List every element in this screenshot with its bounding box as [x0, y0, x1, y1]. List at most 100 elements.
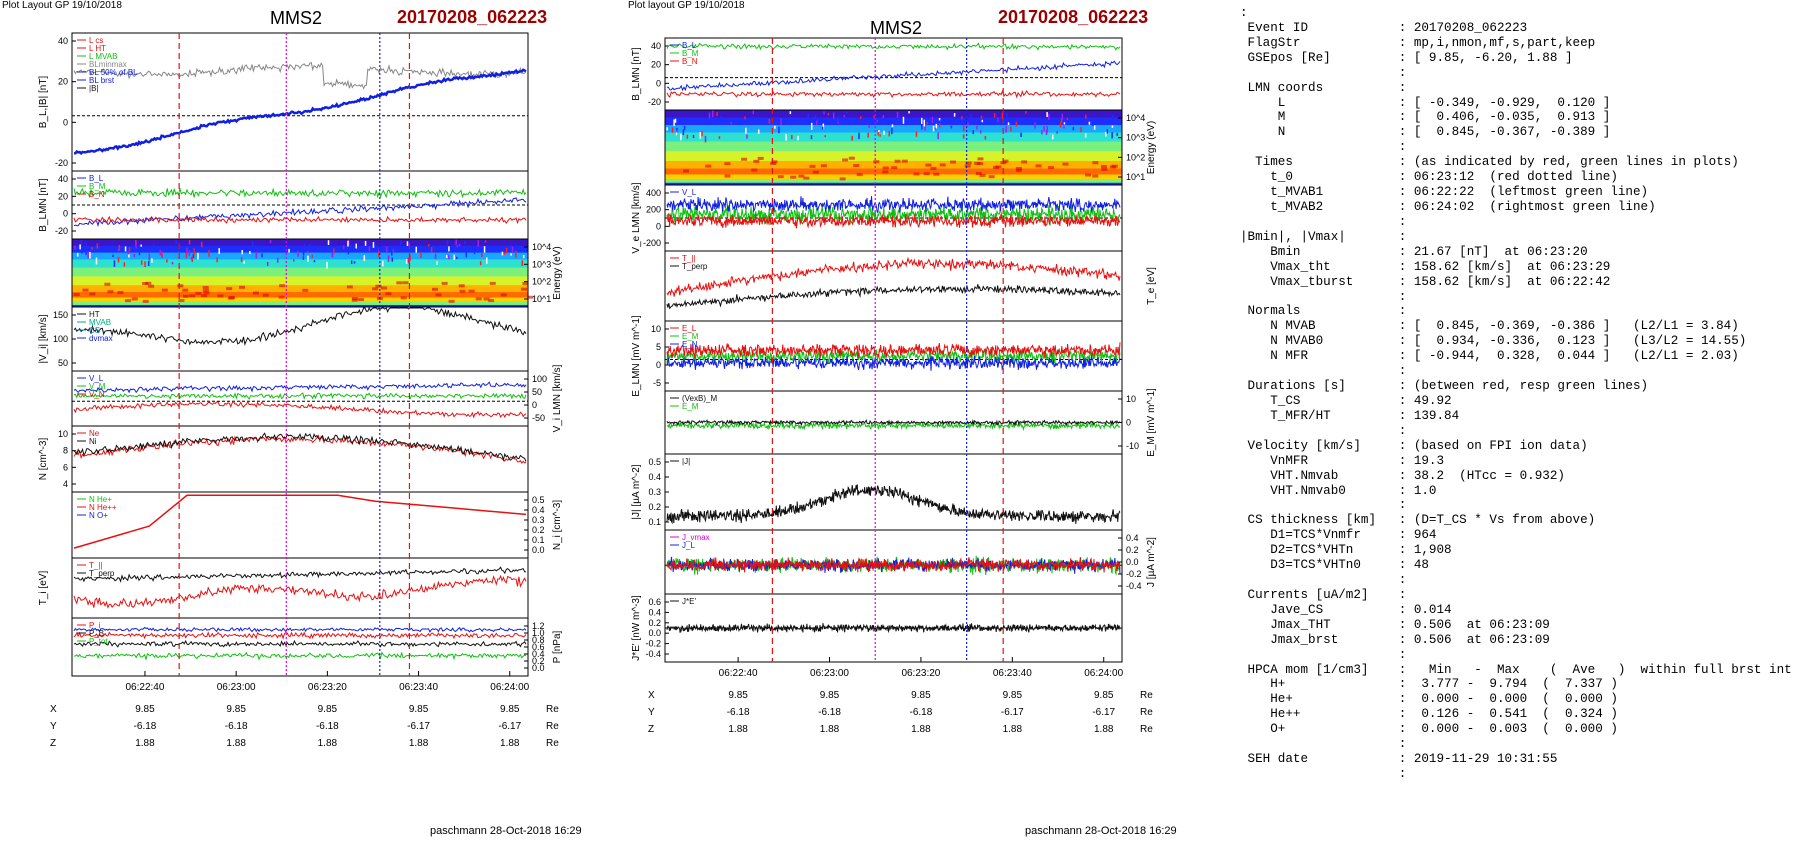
info-line: N MFR : [ -0.944, 0.328, 0.044 ] (L2/L1 …: [1240, 349, 1739, 364]
position-label: Y: [648, 707, 655, 718]
left-layout-label: Plot Layout GP 19/10/2018: [2, 0, 122, 11]
series-line: [73, 566, 526, 583]
spectrogram-speckle: [931, 116, 934, 123]
series-line: [73, 626, 527, 633]
y-tick-label: 20: [58, 191, 68, 201]
panel-7: T_i [eV] T_||T_perp: [38, 557, 529, 619]
spectrogram-speckle: [933, 172, 940, 176]
spectrogram-speckle: [949, 160, 956, 164]
y-tick-label: 0.1: [532, 535, 545, 545]
info-line: |Bmin|, |Vmax| :: [1240, 229, 1407, 244]
spectrogram-speckle: [368, 246, 371, 252]
legend-entry: J_vmax: [682, 533, 710, 542]
spectrogram-band: [665, 151, 1122, 162]
spectrogram-speckle: [448, 254, 450, 260]
spectrogram-speckle: [838, 115, 840, 122]
y-tick-label: 10^2: [532, 277, 551, 287]
y-tick-label: 0: [656, 360, 661, 370]
spectrogram-speckle: [815, 120, 818, 125]
spectrogram-speckle: [350, 260, 353, 265]
spectrogram-speckle: [961, 116, 963, 120]
y-axis-label: B_LMN [nT]: [38, 178, 49, 232]
series-line: [666, 419, 1121, 427]
spectrogram-band: [72, 267, 528, 277]
spectrogram-speckle: [683, 169, 690, 173]
spectrogram-speckle: [993, 113, 996, 118]
spectrogram-speckle: [342, 245, 345, 249]
spectrogram-band: [665, 125, 1122, 133]
spectrogram-speckle: [327, 240, 330, 245]
spectrogram-speckle: [744, 116, 746, 120]
info-line: :: [1240, 6, 1248, 20]
spectrogram-speckle: [860, 116, 862, 119]
spectrogram-speckle: [780, 118, 782, 125]
spectrogram-speckle: [293, 259, 295, 262]
x-tick-label: 06:22:40: [719, 668, 758, 679]
spectrogram-speckle: [434, 253, 437, 260]
spectrogram-speckle: [976, 125, 978, 130]
spectrogram-speckle: [937, 132, 939, 140]
position-value: -6.17: [498, 721, 521, 732]
position-value: 9.85: [135, 704, 155, 715]
spectrogram-speckle: [308, 243, 311, 248]
spectrogram-speckle: [151, 258, 153, 263]
spectrogram-speckle: [1010, 126, 1012, 132]
spectrogram-speckle: [807, 113, 810, 119]
spectrogram-speckle: [699, 131, 702, 139]
position-value: 1.88: [500, 738, 520, 749]
spectrogram-speckle: [503, 252, 506, 255]
spectrogram-speckle: [123, 262, 126, 267]
info-line: Durations [s] : (between red, resp green…: [1240, 379, 1649, 394]
spectrogram-speckle: [777, 175, 784, 179]
spectrogram-speckle: [962, 134, 965, 139]
info-line: VHT.Nmvab0 : 1.0: [1240, 483, 1437, 498]
panel-4: 100 50 0 -50 V_i LMN [km/s] V_LV_MV_N: [71, 364, 563, 432]
spectrogram-speckle: [803, 176, 810, 180]
series-line: [666, 256, 1121, 297]
series-line: [666, 284, 1121, 310]
spectrogram-speckle: [479, 261, 482, 266]
spectrogram-speckle: [891, 166, 898, 170]
spectrogram-speckle: [208, 250, 210, 257]
spectrogram-speckle: [995, 165, 1002, 169]
info-line: M : [ 0.406, -0.035, 0.913 ]: [1240, 110, 1611, 125]
info-line: VnMFR : 19.3: [1240, 453, 1445, 468]
spectrogram-speckle: [489, 281, 496, 285]
spectrogram-speckle: [1060, 118, 1063, 123]
info-line: GSEpos [Re] : [ 9.85, -6.20, 1.88 ]: [1240, 50, 1573, 65]
spectrogram-speckle: [1061, 119, 1064, 123]
spectrogram-speckle: [364, 240, 367, 246]
info-line: Event ID : 20170208_062223: [1240, 20, 1528, 35]
spectrogram-speckle: [975, 171, 982, 175]
spectrogram-speckle: [144, 261, 146, 267]
position-label: Z: [50, 738, 56, 749]
spectrogram-speckle: [171, 261, 174, 265]
panel-frame: [71, 32, 529, 172]
spectrogram-speckle: [921, 122, 923, 130]
y-tick-label: 0.0: [648, 628, 661, 638]
y-tick-label: -50: [532, 413, 545, 423]
spectrogram-speckle: [73, 292, 80, 296]
y-tick-label: 0.2: [648, 502, 661, 512]
spectrogram-speckle: [124, 299, 131, 303]
series-line: [73, 639, 527, 648]
y-axis-label: N_i [cm^-3]: [552, 500, 563, 550]
spectrogram-speckle: [95, 257, 98, 265]
spectrogram-speckle: [351, 298, 358, 302]
x-tick-label: 06:24:00: [490, 682, 529, 693]
spectrogram-speckle: [307, 255, 309, 263]
spectrogram-speckle: [950, 125, 953, 129]
y-axis-label: P [nPa]: [552, 630, 563, 663]
spectrogram-band: [72, 259, 528, 269]
series-line: [73, 432, 527, 462]
panel-frame: [71, 370, 529, 427]
y-axis-label: B_LMN [nT]: [631, 47, 642, 101]
spectrogram-speckle: [853, 164, 860, 168]
spectrogram-speckle: [1001, 112, 1004, 120]
info-line: Bmin : 21.67 [nT] at 06:23:20: [1240, 244, 1588, 259]
spectrogram-speckle: [161, 251, 163, 258]
y-tick-label: 10^3: [1126, 133, 1145, 143]
spectrogram-speckle: [386, 246, 388, 253]
spectrogram-speckle: [1005, 126, 1007, 133]
spectrogram-speckle: [923, 172, 930, 176]
